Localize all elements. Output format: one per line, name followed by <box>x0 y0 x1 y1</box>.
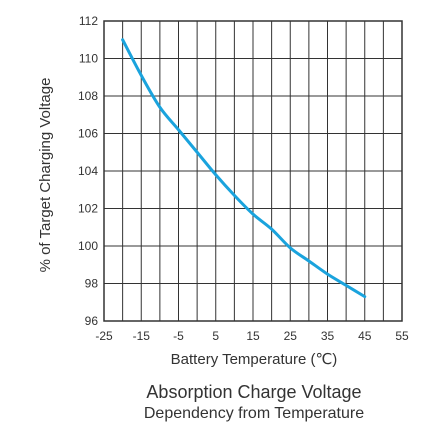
x-tick-label: 25 <box>284 329 298 343</box>
y-tick-labels: 96 98 100 102 104 106 108 110 112 <box>78 14 98 328</box>
x-tick-label: 55 <box>395 329 409 343</box>
y-axis-title: % of Target Charging Voltage <box>37 78 54 273</box>
y-tick-label: 110 <box>79 52 98 66</box>
y-tick-label: 98 <box>85 277 99 291</box>
x-tick-labels: -25 -15 -5 5 15 25 35 45 55 <box>95 329 409 343</box>
y-tick-label: 106 <box>78 127 98 141</box>
x-axis-title: Battery Temperature (℃) <box>171 351 338 368</box>
y-tick-label: 102 <box>78 202 98 216</box>
x-tick-label: -25 <box>95 329 113 343</box>
y-tick-label: 100 <box>78 239 98 253</box>
y-tick-label: 104 <box>78 164 98 178</box>
y-tick-label: 108 <box>78 89 98 103</box>
y-tick-label: 96 <box>85 314 99 328</box>
chart-subtitle: Dependency from Temperature <box>144 405 364 422</box>
series-layer <box>121 38 367 299</box>
y-tick-label: 112 <box>79 14 98 28</box>
series-line <box>121 38 367 299</box>
x-tick-label: -5 <box>173 329 184 343</box>
x-tick-label: 35 <box>321 329 335 343</box>
x-tick-label: 45 <box>358 329 372 343</box>
x-tick-label: -15 <box>133 329 151 343</box>
x-tick-label: 5 <box>212 329 219 343</box>
plot-frame <box>103 20 403 322</box>
grid <box>103 20 403 322</box>
chart-title: Absorption Charge Voltage <box>146 382 361 402</box>
x-tick-label: 15 <box>246 329 260 343</box>
